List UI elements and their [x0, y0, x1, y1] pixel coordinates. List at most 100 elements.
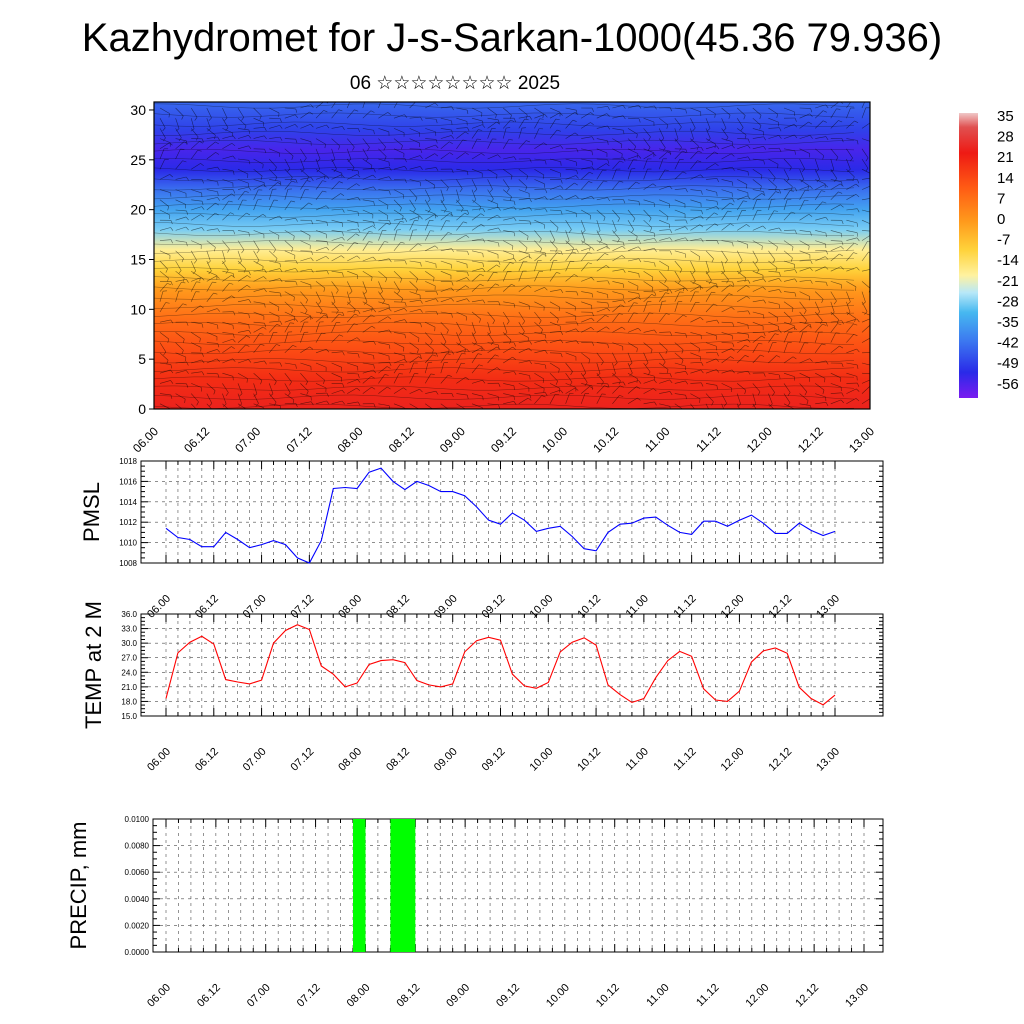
x-tick-label: 11.00: [624, 593, 651, 620]
wind-barb: [830, 301, 835, 313]
wind-barb-flag: [568, 229, 572, 233]
wind-barb: [331, 362, 342, 368]
wind-barb: [487, 283, 496, 292]
wind-barb: [612, 115, 624, 119]
wind-barb-flag: [418, 215, 420, 220]
wind-barb-flag: [341, 237, 345, 241]
wind-barb-flag: [777, 164, 779, 169]
wind-barb: [659, 148, 671, 152]
wind-barb-flag: [779, 189, 782, 194]
wind-barb-flag: [387, 205, 389, 210]
wind-barb-flag: [730, 223, 734, 226]
isotherm: [154, 185, 855, 191]
wind-barb: [190, 393, 199, 403]
wind-barb-flag: [775, 411, 777, 415]
wind-barb-flag: [621, 255, 626, 259]
wind-barb: [643, 158, 648, 170]
wind-barb-flag: [607, 197, 610, 202]
wind-barb: [331, 219, 343, 224]
isotherm: [154, 194, 855, 200]
wind-barb: [518, 127, 523, 139]
isotherm: [154, 258, 855, 264]
wind-barb-flag: [336, 289, 339, 294]
wind-barb: [705, 107, 716, 114]
wind-barb-flag: [582, 230, 586, 234]
wind-barb: [347, 174, 358, 180]
wind-barb: [502, 179, 510, 189]
wind-barb-flag: [653, 232, 656, 238]
wind-barb: [487, 342, 499, 346]
wind-barb-flag: [731, 369, 735, 374]
wind-barb: [268, 240, 276, 250]
wind-barb-flag: [633, 146, 637, 151]
wind-barb: [534, 372, 544, 380]
wind-barb: [627, 397, 638, 405]
wind-barb-flag: [576, 148, 579, 153]
wind-barb: [752, 286, 763, 292]
wind-barb-flag: [417, 243, 422, 246]
wind-barb: [471, 179, 478, 190]
wind-barb: [549, 107, 561, 113]
wind-barb: [487, 367, 498, 374]
wind-barb-flag: [170, 380, 174, 384]
wind-barb: [300, 281, 311, 286]
wind-barb-flag: [430, 373, 435, 375]
wind-barb: [237, 275, 248, 282]
wind-barb-flag: [856, 318, 860, 323]
wind-barb-flag: [183, 411, 184, 415]
wind-barb-flag: [747, 279, 751, 284]
wind-barb-flag: [217, 228, 220, 233]
wind-barb: [471, 213, 481, 221]
wind-barb: [752, 335, 762, 343]
wind-barb: [518, 340, 530, 343]
wind-barb: [565, 119, 574, 129]
wind-barb: [362, 325, 373, 333]
wind-barb: [190, 403, 197, 409]
wind-barb: [596, 246, 607, 252]
wind-barb: [175, 282, 182, 292]
wind-barb-flag: [590, 112, 594, 116]
wind-barb: [659, 403, 670, 407]
wind-barb: [565, 230, 570, 241]
wind-barb-flag: [638, 273, 640, 278]
wind-barb: [253, 276, 264, 282]
y-tick-label: 33.0: [121, 625, 137, 634]
wind-barb-flag: [451, 393, 454, 398]
wind-barb-flag: [482, 238, 486, 243]
wind-barb-flag: [170, 364, 173, 369]
wind-barb: [534, 321, 543, 330]
wind-barb-flag: [607, 159, 610, 164]
wind-barb-flag: [638, 239, 641, 244]
wind-barb-flag: [622, 283, 625, 288]
wind-barb: [471, 268, 483, 272]
wind-barb-flag: [401, 145, 403, 150]
wind-barb: [690, 138, 699, 147]
wind-barb-flag: [571, 248, 574, 252]
wind-barb: [580, 181, 589, 190]
wind-barb: [175, 370, 187, 374]
wind-barb-flag: [752, 403, 757, 407]
wind-barb: [549, 145, 561, 150]
wind-barb: [596, 301, 608, 304]
wind-barb-flag: [279, 215, 283, 220]
wind-barb-flag: [588, 262, 593, 265]
wind-barb-flag: [559, 195, 564, 199]
wind-barb-flag: [808, 121, 813, 125]
wind-barb: [846, 323, 854, 333]
wind-barb-flag: [856, 237, 860, 242]
wind-barb: [425, 128, 436, 133]
wind-barb-flag: [722, 128, 727, 132]
wind-barb-flag: [619, 160, 624, 163]
wind-barb: [565, 132, 576, 139]
wind-barb: [253, 117, 264, 123]
wind-barb-flag: [527, 285, 532, 288]
wind-barb: [846, 208, 858, 211]
wind-barb: [674, 171, 683, 180]
x-tick-label: 12.12: [793, 982, 821, 1010]
wind-barb: [534, 287, 545, 292]
wind-barb: [409, 403, 420, 409]
wind-barb-flag: [674, 138, 679, 142]
wind-barb-flag: [253, 393, 258, 397]
wind-barb-flag: [560, 210, 563, 215]
wind-barb-flag: [354, 242, 359, 244]
